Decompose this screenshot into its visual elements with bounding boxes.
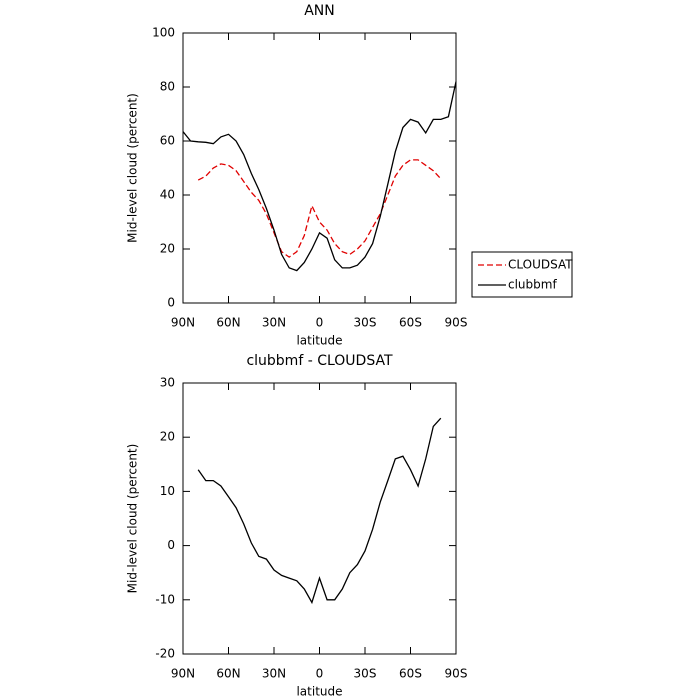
y-tick-label: 100 [152, 26, 175, 40]
data-line [182, 81, 457, 272]
x-axis-label: latitude [296, 685, 342, 699]
y-tick-label: -20 [155, 647, 175, 661]
plot-frame [182, 382, 457, 655]
x-tick-label: 0 [316, 316, 324, 330]
x-tick-label: 60N [216, 316, 240, 330]
x-tick-label: 30S [354, 316, 377, 330]
x-tick-label: 90N [171, 667, 195, 681]
x-tick-label: 0 [316, 667, 324, 681]
y-tick-label: 20 [160, 430, 175, 444]
y-axis-label: Mid-level cloud (percent) [126, 444, 140, 594]
y-tick-label: 10 [160, 484, 175, 498]
x-tick-label: 90N [171, 316, 195, 330]
legend-box [471, 251, 573, 298]
x-tick-label: 90S [445, 316, 468, 330]
x-tick-label: 30S [354, 667, 377, 681]
y-tick-label: 80 [160, 80, 175, 94]
x-tick-label: 60N [216, 667, 240, 681]
x-tick-label: 30N [262, 667, 286, 681]
y-tick-label: 30 [160, 376, 175, 390]
x-tick-label: 60S [399, 667, 422, 681]
y-axis-label: Mid-level cloud (percent) [126, 93, 140, 243]
plot-frame [182, 32, 457, 304]
legend-label: clubbmf [508, 278, 557, 292]
x-axis-label: latitude [296, 334, 342, 348]
x-tick-label: 30N [262, 316, 286, 330]
chart-title: clubbmf - CLOUDSAT [246, 353, 393, 369]
chart-title: ANN [304, 3, 335, 19]
y-tick-label: 60 [160, 134, 175, 148]
legend-label: CLOUDSAT [508, 258, 573, 272]
x-tick-label: 60S [399, 316, 422, 330]
y-tick-label: 0 [167, 296, 175, 310]
y-tick-label: 0 [167, 538, 175, 552]
x-tick-label: 90S [445, 667, 468, 681]
y-tick-label: 20 [160, 242, 175, 256]
y-tick-label: 40 [160, 188, 175, 202]
y-tick-label: -10 [155, 592, 175, 606]
data-line [197, 417, 442, 605]
data-line [197, 159, 442, 258]
